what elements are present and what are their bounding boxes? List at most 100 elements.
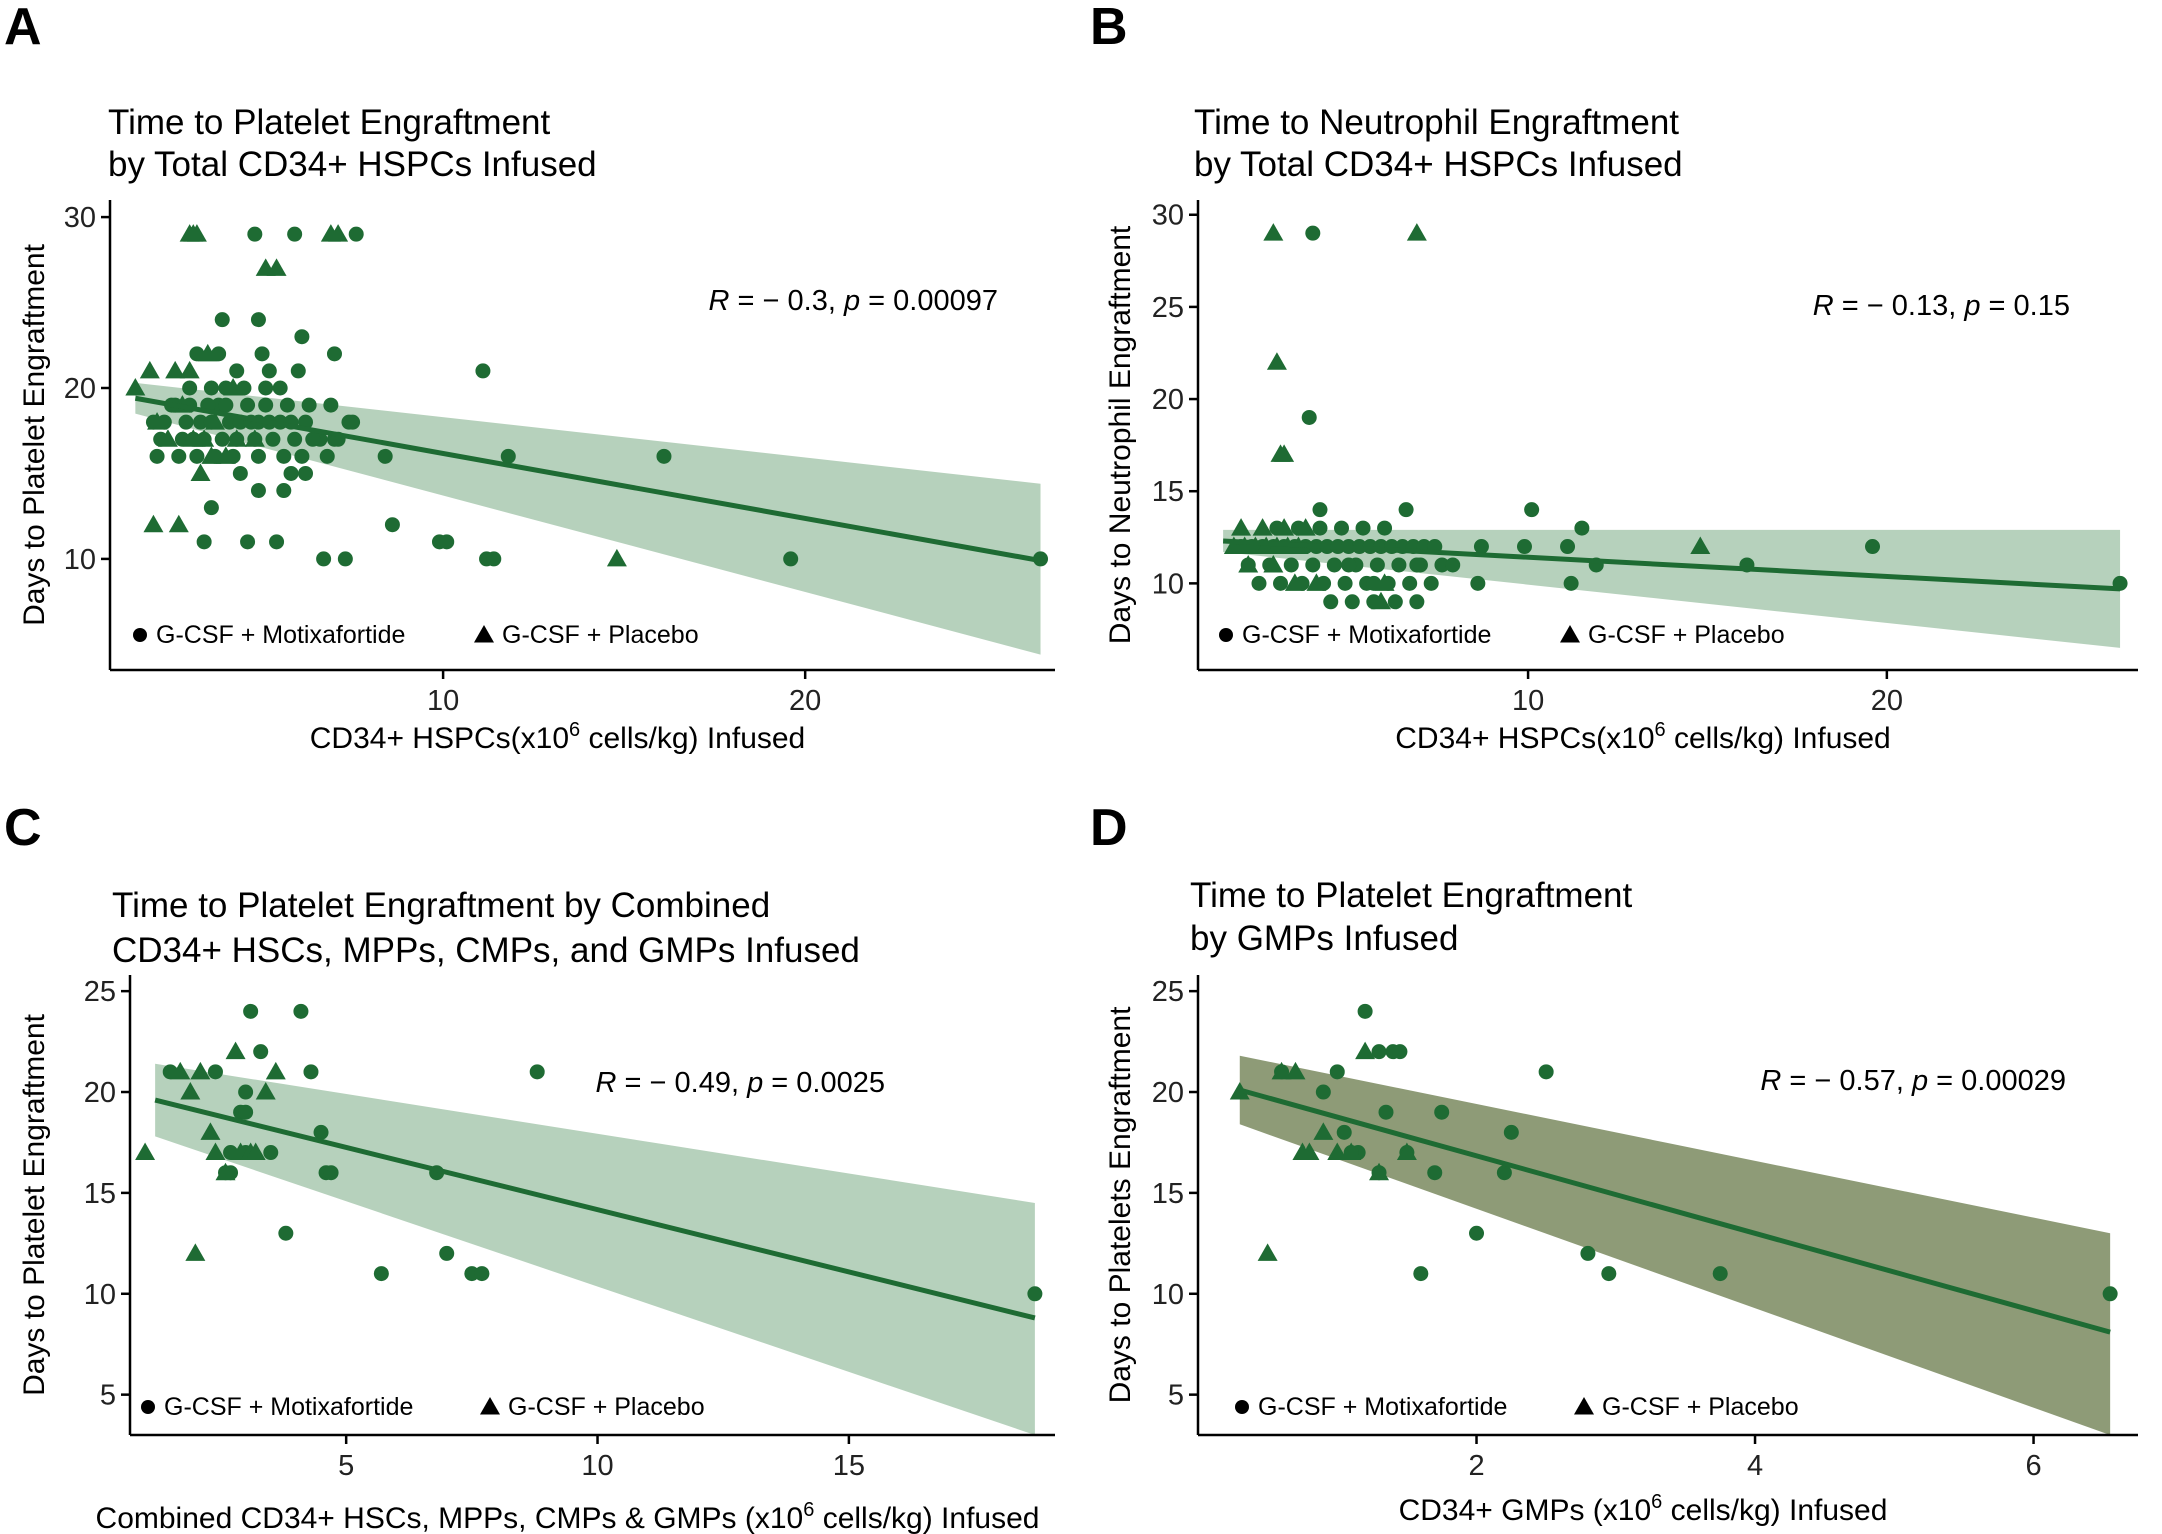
data-point-motixafortide [290, 363, 306, 379]
data-point-motixafortide [1334, 520, 1350, 536]
x-axis-label: CD34+ HSPCs(x106 cells/kg) Infused [1395, 719, 1891, 755]
data-point-motixafortide [178, 414, 194, 430]
data-point-motixafortide [283, 465, 299, 481]
data-point-motixafortide [1516, 539, 1532, 555]
data-point-placebo [1274, 444, 1295, 462]
data-point-motixafortide [1341, 557, 1357, 573]
data-point-placebo [197, 343, 218, 362]
data-point-placebo [1374, 573, 1395, 591]
data-point-placebo [1690, 536, 1711, 555]
data-point-placebo [244, 429, 265, 447]
data-point-motixafortide [1315, 1084, 1331, 1100]
y-tick-label: 25 [1152, 976, 1184, 1008]
data-point-motixafortide [1409, 557, 1425, 573]
data-point-motixafortide [294, 448, 310, 464]
data-point-placebo [1341, 1142, 1362, 1161]
y-tick-label: 20 [64, 373, 96, 405]
data-point-placebo [205, 412, 225, 430]
chart-title-line: Time to Neutrophil Engraftment [1194, 103, 1679, 142]
data-point-motixafortide [232, 465, 248, 481]
chart-title-line: Time to Platelet Engraftment [108, 103, 551, 142]
data-point-motixafortide [373, 1266, 389, 1282]
y-tick-label: 15 [84, 1178, 116, 1210]
data-point-motixafortide [207, 1064, 223, 1080]
data-point-motixafortide [243, 1003, 259, 1019]
chart-title-line: Time to Platelet Engraftment [1190, 876, 1633, 915]
legend-label-placebo: G-CSF + Placebo [1602, 1393, 1799, 1421]
data-point-motixafortide [384, 517, 400, 533]
chart-title-line: by GMPs Infused [1190, 919, 1458, 958]
legend: G-CSF + Motixafortide G-CSF + Placebo [141, 1393, 705, 1421]
data-point-placebo [190, 463, 211, 481]
confidence-band [1223, 529, 2121, 648]
data-point-placebo [165, 360, 186, 379]
data-point-motixafortide [1865, 539, 1881, 555]
y-tick-label: 15 [1152, 476, 1184, 508]
data-point-motixafortide [1312, 520, 1328, 536]
data-point-motixafortide [171, 448, 187, 464]
chart-title-line: CD34+ HSCs, MPPs, CMPs, and GMPs Infused [112, 931, 860, 970]
regression-line [154, 1097, 1036, 1321]
panel-b: B Time to Neutrophil Engraftment by Total… [1090, 0, 2138, 755]
data-point-motixafortide [2102, 1286, 2118, 1302]
data-point-placebo [1284, 573, 1305, 591]
data-point-motixafortide [303, 1064, 319, 1080]
data-point-motixafortide [1391, 557, 1407, 573]
panel-letter: C [4, 799, 42, 857]
regression-line [134, 395, 1041, 564]
data-point-motixafortide [1337, 575, 1353, 591]
data-point-motixafortide [377, 448, 393, 464]
data-point-motixafortide [182, 380, 198, 396]
data-point-motixafortide [1580, 1245, 1596, 1261]
legend-label-motixafortide: G-CSF + Motixafortide [1242, 621, 1491, 649]
data-point-motixafortide [323, 1165, 339, 1181]
legend-label-motixafortide: G-CSF + Motixafortide [1258, 1393, 1507, 1421]
data-point-placebo [255, 1082, 276, 1100]
data-point-motixafortide [1305, 225, 1321, 241]
data-point-placebo [223, 378, 244, 396]
data-point-placebo [147, 412, 168, 430]
chart-title-line: by Total CD34+ HSPCs Infused [108, 145, 597, 184]
y-axis-label: Days to Platelets Engraftment [1104, 1006, 1137, 1404]
legend-label-motixafortide: G-CSF + Motixafortide [156, 621, 405, 649]
x-tick-label: 2 [1468, 1450, 1484, 1482]
legend-triangle-icon [1574, 1397, 1594, 1415]
data-point-motixafortide [261, 363, 277, 379]
data-point-motixafortide [1336, 1124, 1352, 1140]
correlation-stat: R = − 0.49, p = 0.0025 [596, 1067, 885, 1099]
data-point-motixafortide [1524, 502, 1540, 518]
data-point-motixafortide [1369, 557, 1385, 573]
data-point-placebo [1266, 352, 1287, 370]
data-point-motixafortide [439, 1245, 455, 1261]
data-point-placebo [255, 258, 276, 276]
x-axis-label: CD34+ HSPCs(x106 cells/kg) Infused [310, 719, 806, 755]
data-point-motixafortide [301, 397, 317, 413]
data-point-motixafortide [316, 551, 332, 567]
confidence-band [155, 1063, 1035, 1435]
data-point-placebo [226, 429, 247, 447]
x-axis-label: Combined CD34+ HSCs, MPPs, CMPs & GMPs (… [96, 1499, 1040, 1534]
data-point-motixafortide [149, 448, 165, 464]
data-point-motixafortide [1402, 575, 1418, 591]
y-tick-label: 15 [1152, 1178, 1184, 1210]
data-point-motixafortide [1387, 594, 1403, 610]
chart-title-line: by Total CD34+ HSPCs Infused [1194, 145, 1683, 184]
data-point-motixafortide [486, 551, 502, 567]
correlation-stat: R = − 0.3, p = 0.00097 [709, 285, 998, 317]
data-point-placebo [183, 224, 204, 242]
data-point-motixafortide [276, 483, 292, 499]
data-point-placebo [1238, 554, 1259, 573]
legend-triangle-icon [480, 1397, 500, 1415]
data-point-motixafortide [1392, 1044, 1408, 1060]
data-point-motixafortide [1251, 575, 1267, 591]
data-point-motixafortide [1377, 520, 1393, 536]
y-tick-label: 25 [84, 976, 116, 1008]
y-tick-label: 30 [64, 202, 96, 234]
data-point-motixafortide [1305, 557, 1321, 573]
data-point-motixafortide [250, 483, 266, 499]
data-point-placebo [1355, 1041, 1376, 1060]
confidence-band [1239, 1055, 2111, 1435]
data-point-motixafortide [1027, 1286, 1043, 1302]
data-point-placebo [1263, 554, 1284, 573]
